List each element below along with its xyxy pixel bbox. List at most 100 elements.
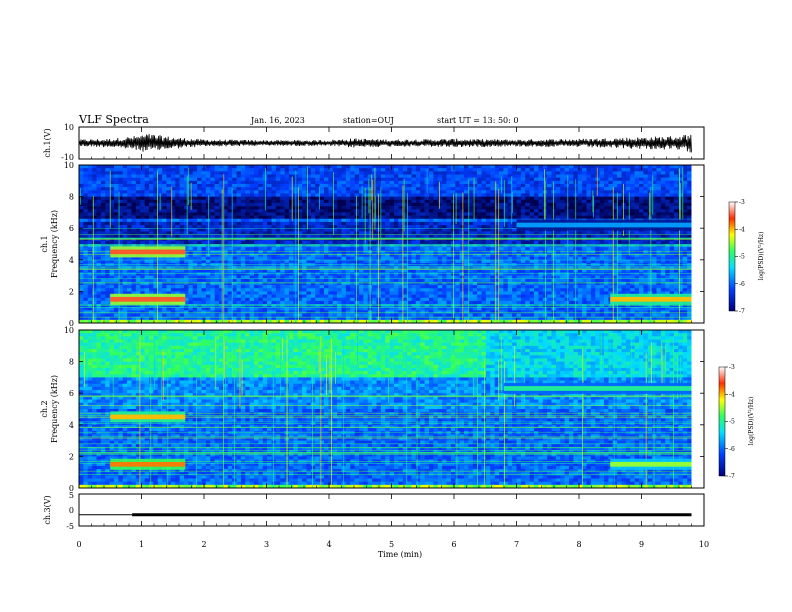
spectro-cell — [310, 278, 316, 283]
spectro-cell — [149, 278, 154, 283]
spectro-cell — [219, 202, 224, 207]
spectro-cell — [433, 209, 439, 213]
spectro-cell — [214, 291, 220, 295]
spectro-cell — [262, 215, 268, 220]
spectro-cell — [490, 231, 495, 235]
spectro-cell — [192, 234, 198, 238]
spectro-cell — [341, 209, 347, 213]
spectro-cell — [306, 285, 312, 289]
spectro-cell — [354, 244, 360, 248]
spectro-cell — [420, 174, 425, 178]
spectro-cell — [499, 240, 504, 245]
spectro-cell — [118, 281, 124, 286]
spectro-cell — [184, 256, 189, 261]
spectro-cell — [166, 177, 172, 182]
spectro-cell — [245, 319, 250, 324]
spectro-cell — [131, 231, 137, 235]
spectro-cell — [472, 199, 478, 204]
spectro-cell — [477, 319, 482, 324]
spectro-cell — [188, 190, 194, 194]
spectro-cell — [459, 297, 465, 302]
spectro-cell — [284, 256, 290, 261]
spectro-cell — [429, 221, 434, 226]
spectro-cell — [297, 190, 303, 194]
spectro-cell — [459, 259, 465, 264]
spectro-cell — [512, 275, 517, 280]
spectro-cell — [459, 165, 465, 169]
spectro-cell — [490, 247, 495, 251]
spectro-cell — [389, 183, 395, 188]
spectro-cell — [446, 180, 452, 185]
spectro-cell — [245, 288, 250, 292]
spectro-cell — [219, 275, 224, 280]
spectro-cell — [407, 199, 412, 204]
spectro-cell — [455, 281, 460, 286]
spectro-cell — [420, 316, 425, 321]
spectro-cell — [420, 183, 425, 188]
spectro-cell — [192, 212, 198, 216]
spectro-cell — [297, 193, 303, 197]
spectro-cell — [415, 297, 421, 302]
spectro-cell — [197, 269, 202, 273]
spectro-cell — [512, 187, 517, 191]
spectro-cell — [210, 187, 215, 191]
spectro-cell — [507, 240, 513, 245]
spectro-cell — [184, 319, 189, 324]
spectro-cell — [442, 275, 447, 280]
spectro-cell — [319, 228, 325, 232]
spectro-cell — [512, 177, 517, 182]
spectro-cell — [442, 244, 447, 248]
spectro-cell — [83, 244, 89, 248]
spectro-cell — [96, 294, 102, 299]
spectro-cell — [345, 294, 351, 299]
spectro-cell — [372, 215, 377, 220]
spectro-cell — [83, 310, 89, 314]
spectro-cell — [280, 190, 285, 194]
spectro-cell — [166, 310, 172, 314]
spectro-cell — [310, 168, 316, 172]
spectro-cell — [472, 212, 478, 216]
spectro-cell — [341, 174, 347, 178]
spectro-cell — [481, 316, 487, 321]
spectro-cell — [429, 177, 434, 182]
spectro-cell — [232, 202, 237, 207]
spectro-cell — [433, 215, 439, 220]
spectro-cell — [236, 177, 242, 182]
spectro-cell — [214, 272, 220, 276]
spectro-cell — [184, 174, 189, 178]
spectro-cell — [468, 259, 474, 264]
spectro-cell — [407, 221, 412, 226]
spectro-cell — [179, 269, 185, 273]
spectro-cell — [201, 234, 207, 238]
spectro-cell — [175, 272, 180, 276]
spectro-cell — [227, 234, 233, 238]
spectro-cell — [192, 272, 198, 276]
spectro-cell — [197, 180, 202, 185]
spectro-cell — [485, 278, 491, 283]
spectro-cell — [232, 307, 237, 311]
spectro-cell — [464, 168, 469, 172]
spectro-cell — [350, 177, 355, 182]
spectro-cell — [415, 171, 421, 175]
spectro-cell — [131, 187, 137, 191]
spectro-cell — [175, 221, 180, 226]
spectro-cell — [442, 193, 447, 197]
spectro-cell — [258, 269, 264, 273]
spectro-cell — [105, 291, 110, 295]
spectro-cell — [118, 319, 124, 324]
spectro-cell — [205, 228, 211, 232]
spectro-cell — [354, 300, 360, 305]
spectro-cell — [197, 196, 202, 201]
spectro-cell — [214, 307, 220, 311]
spectro-cell — [162, 275, 167, 280]
spectro-cell — [302, 304, 307, 308]
spectro-cell — [485, 300, 491, 305]
spectro-cell — [433, 307, 439, 311]
spectro-cell — [394, 316, 399, 321]
spectro-cell — [345, 253, 351, 257]
spectro-cell — [175, 225, 180, 229]
spectro-cell — [166, 168, 172, 172]
spectro-cell — [245, 304, 250, 308]
spectro-cell — [319, 253, 325, 257]
spectro-cell — [302, 307, 307, 311]
